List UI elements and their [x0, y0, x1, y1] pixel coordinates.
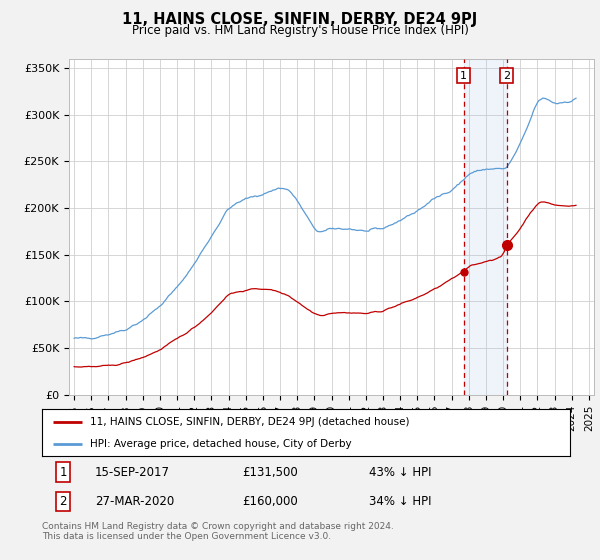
Text: 2: 2 [59, 495, 67, 508]
Text: 11, HAINS CLOSE, SINFIN, DERBY, DE24 9PJ (detached house): 11, HAINS CLOSE, SINFIN, DERBY, DE24 9PJ… [89, 417, 409, 427]
Bar [464, 59, 506, 395]
Text: £160,000: £160,000 [242, 495, 298, 508]
Text: 34% ↓ HPI: 34% ↓ HPI [370, 495, 432, 508]
Text: Price paid vs. HM Land Registry's House Price Index (HPI): Price paid vs. HM Land Registry's House … [131, 24, 469, 36]
Text: 15-SEP-2017: 15-SEP-2017 [95, 465, 170, 479]
Text: HPI: Average price, detached house, City of Derby: HPI: Average price, detached house, City… [89, 438, 351, 449]
Text: Contains HM Land Registry data © Crown copyright and database right 2024.
This d: Contains HM Land Registry data © Crown c… [42, 522, 394, 542]
Text: 2: 2 [503, 71, 510, 81]
Text: 1: 1 [59, 465, 67, 479]
Text: 11, HAINS CLOSE, SINFIN, DERBY, DE24 9PJ: 11, HAINS CLOSE, SINFIN, DERBY, DE24 9PJ [122, 12, 478, 27]
Text: 27-MAR-2020: 27-MAR-2020 [95, 495, 174, 508]
Text: £131,500: £131,500 [242, 465, 298, 479]
Text: 43% ↓ HPI: 43% ↓ HPI [370, 465, 432, 479]
Text: 1: 1 [460, 71, 467, 81]
